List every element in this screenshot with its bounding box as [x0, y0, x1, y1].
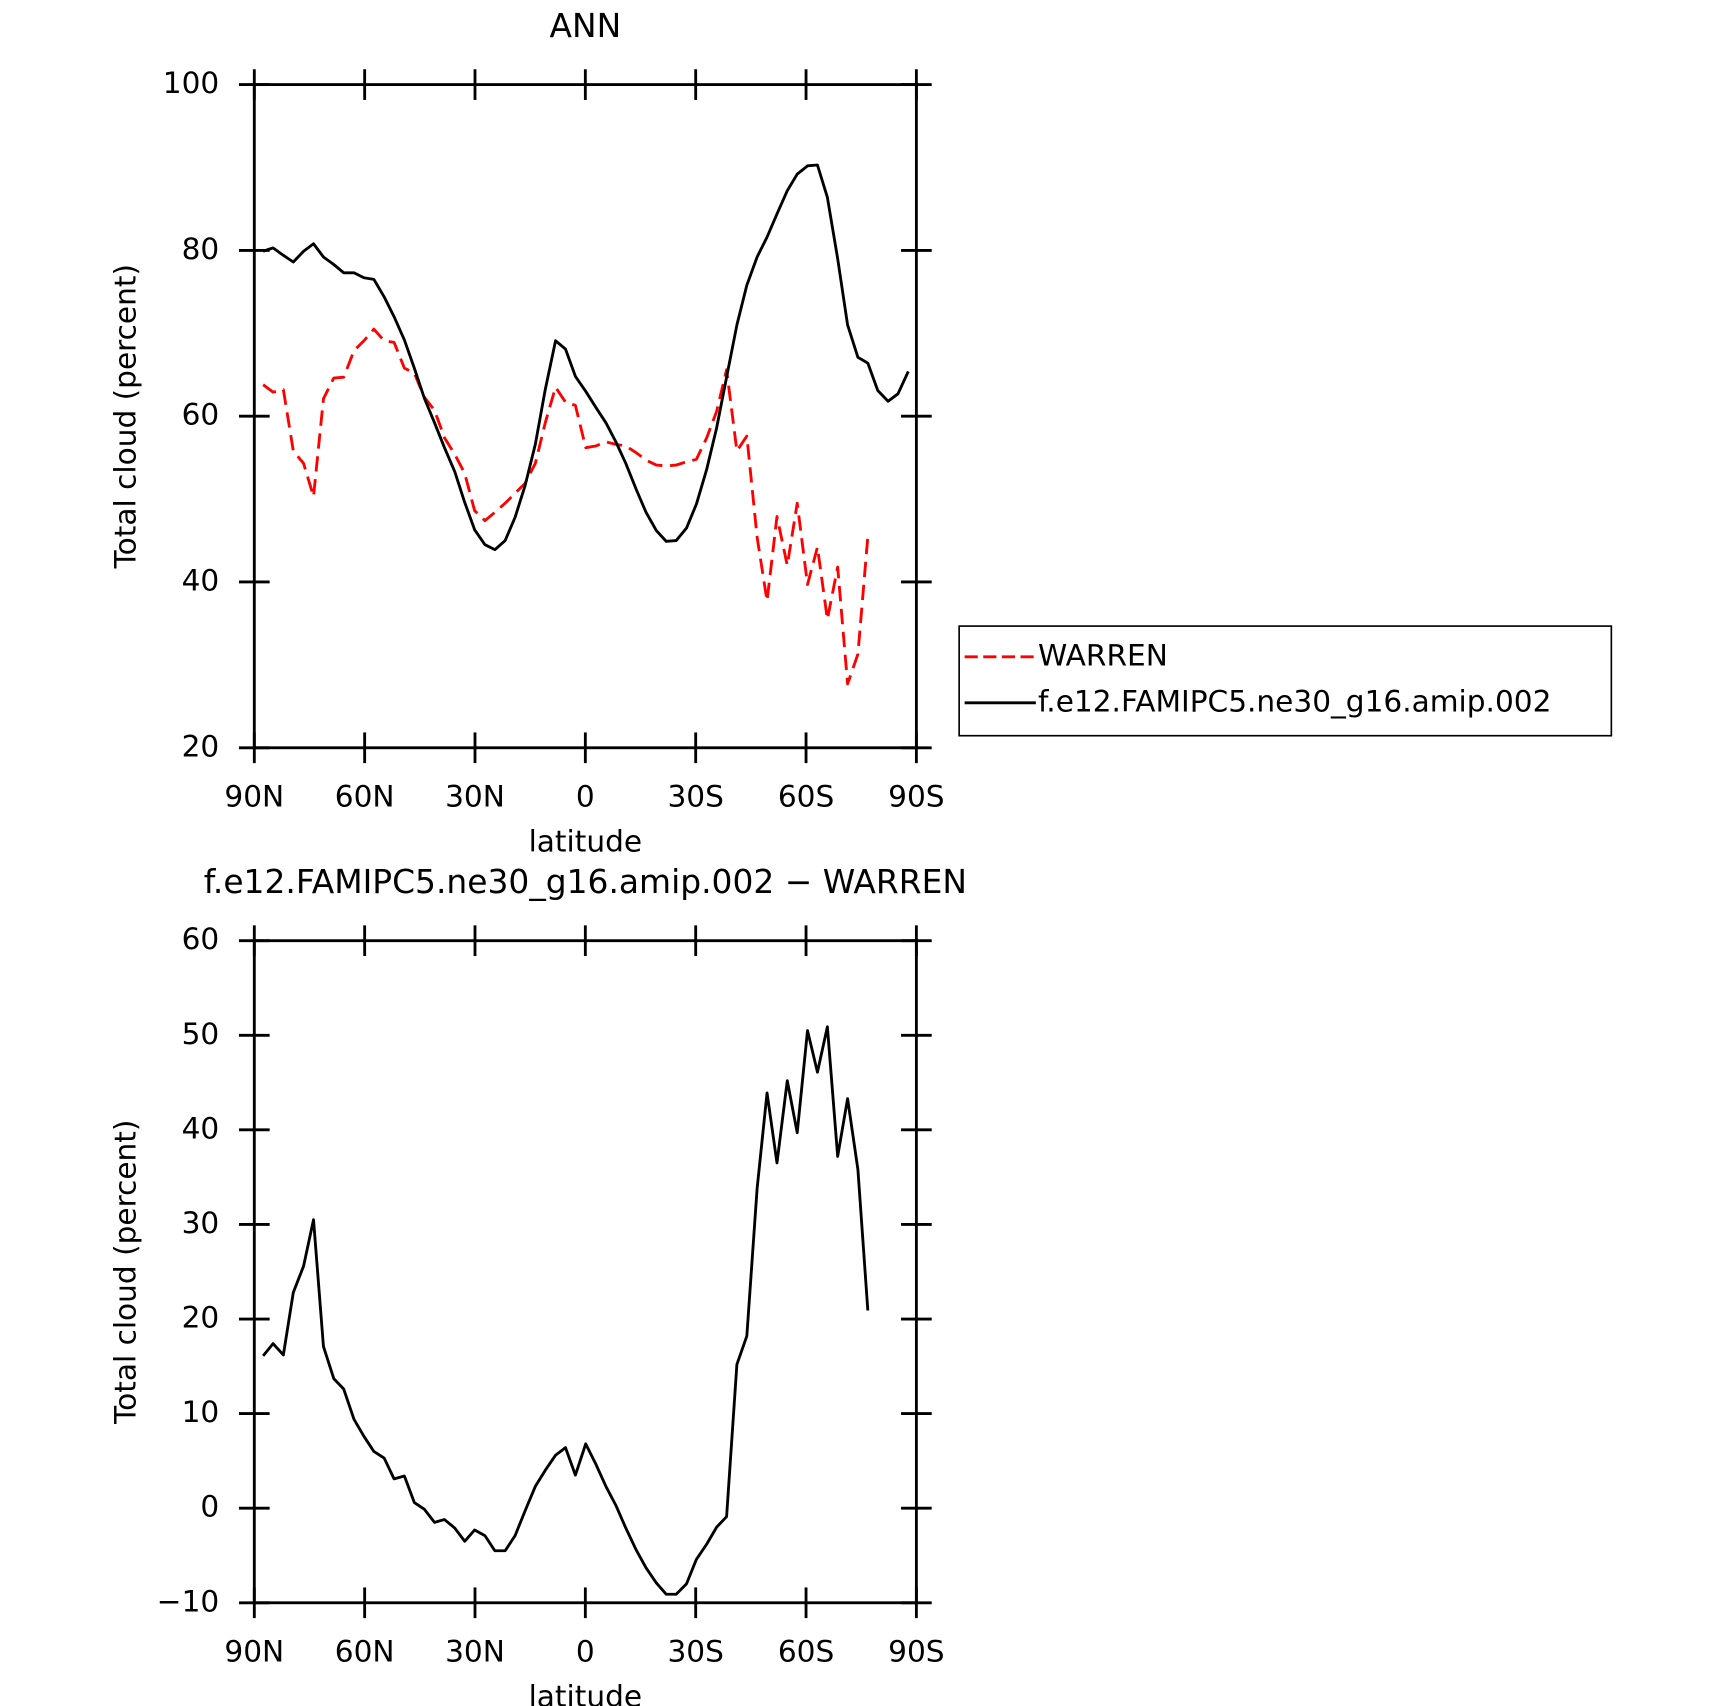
y-tick-label: 20	[182, 729, 220, 763]
x-tick-label: 30S	[667, 780, 723, 814]
x-tick-label: 60N	[335, 780, 395, 814]
x-tick-label: 30S	[667, 1635, 723, 1669]
y-tick-label: −10	[157, 1584, 219, 1618]
x-tick-label: 30N	[445, 780, 505, 814]
data-line	[262, 1025, 870, 1596]
y-tick-label: 60	[182, 922, 220, 956]
x-tick-label: 60S	[778, 1635, 834, 1669]
x-tick-label: 30N	[445, 1635, 505, 1669]
y-axis-label: Total cloud (percent)	[109, 1120, 143, 1425]
y-axis-label: Total cloud (percent)	[109, 264, 143, 569]
plot-frame	[252, 83, 918, 750]
y-tick-label: 10	[182, 1395, 220, 1429]
x-axis-label: latitude	[529, 1680, 642, 1706]
y-tick-label: 40	[182, 1111, 220, 1145]
y-tick-label: 20	[182, 1301, 220, 1335]
legend-box	[958, 625, 1613, 737]
y-tick-label: 40	[182, 563, 220, 597]
x-tick-label: 60S	[778, 780, 834, 814]
y-tick-label: 100	[163, 66, 219, 100]
x-tick-label: 90N	[224, 780, 284, 814]
x-tick-label: 0	[576, 1635, 595, 1669]
legend-label: f.e12.FAMIPC5.ne30_g16.amip.002	[1038, 684, 1551, 718]
y-tick-label: 30	[182, 1206, 220, 1240]
x-tick-label: 90N	[224, 1635, 284, 1669]
x-axis-label: latitude	[529, 825, 642, 859]
x-tick-label: 0	[576, 780, 595, 814]
y-tick-label: 50	[182, 1017, 220, 1051]
x-tick-label: 90S	[888, 1635, 944, 1669]
y-tick-label: 80	[182, 232, 220, 266]
data-line	[262, 163, 910, 552]
chart-title: ANN	[550, 6, 622, 45]
x-tick-label: 90S	[888, 780, 944, 814]
chart-title: f.e12.FAMIPC5.ne30_g16.amip.002 − WARREN	[204, 862, 967, 901]
y-tick-label: 60	[182, 398, 220, 432]
data-line	[262, 327, 870, 686]
legend-label: WARREN	[1038, 638, 1168, 672]
plot-frame	[252, 939, 918, 1605]
y-tick-label: 0	[200, 1490, 219, 1524]
x-tick-label: 60N	[335, 1635, 395, 1669]
